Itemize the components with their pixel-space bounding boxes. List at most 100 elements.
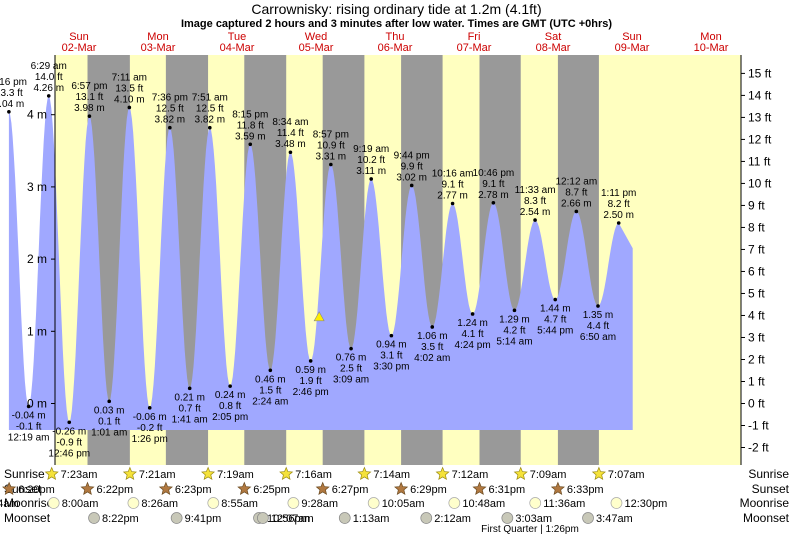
moonrise-time: 10:48am [462,498,505,510]
tide-time-label: 2:05 pm [212,412,248,423]
tide-m-label: 2.77 m [437,191,468,202]
tide-time-label: 10:46 pm [473,168,515,179]
day-name: Fri [468,31,481,43]
tide-ft-label: 0.1 ft [98,416,120,427]
day-name: Sun [622,31,642,43]
right-tick-label: 0 ft [748,397,765,411]
tide-ft-label: 14.0 ft [35,72,63,83]
sunset-label-left: Sunset [4,482,42,496]
tide-ft-label: 11.8 ft [237,120,264,131]
sunrise-time: 7:07am [608,469,645,481]
tide-ft-label: 10.2 ft [357,155,385,166]
day-name: Thu [386,31,405,43]
moonrise-time: 11:36am [543,498,585,510]
tide-m-label: 2.78 m [478,190,509,201]
moonrise-time: 9:28am [301,498,338,510]
right-tick-label: 15 ft [748,66,772,80]
tide-m-label: 3.31 m [316,152,347,163]
right-tick-label: 9 ft [748,198,765,212]
tide-time-label: 12:46 pm [48,448,90,459]
day-name: Mon [700,31,721,43]
moonrise-label-right: Moonrise [740,496,790,510]
day-date: 08-Mar [536,42,571,54]
tide-m-label: 2.50 m [603,210,634,221]
tide-m-label: 2.66 m [561,198,592,209]
tide-ft-label: 4.2 ft [503,325,525,336]
moonset-icon [257,512,269,524]
tide-point [67,420,72,425]
tide-m-label: 2.54 m [520,207,551,218]
sunrise-icon [279,466,294,481]
sunset-time: 6:20pm [18,484,55,496]
current-tide-marker [313,311,325,322]
moonset-time: 10:56pm [267,513,310,525]
moonrise-icon [529,497,542,509]
tide-time-label: 6:16 pm [0,77,27,88]
tide-ft-label: -0.2 ft [137,423,163,434]
tide-time-label: 5:14 am [496,336,532,347]
moonrise-icon [207,497,220,509]
tide-time-label: 9:44 pm [394,150,430,161]
tide-time-label: 1:26 pm [132,434,168,445]
day-name: Sat [545,31,562,43]
sunrise-icon [435,466,450,481]
moonrise-time: 8:55am [221,498,258,510]
moonset-icon [88,512,100,524]
tide-ft-label: 10.9 ft [317,141,345,152]
moonrise-icon [127,497,140,509]
sunrise-time: 7:16am [295,469,332,481]
tide-point [107,399,112,404]
tide-point [87,114,92,118]
tide-point [268,368,273,373]
sunset-icon [472,481,487,496]
moonset-icon [338,512,351,524]
tide-ft-label: 8.2 ft [608,199,630,210]
moonset-time: 8:22pm [102,513,139,525]
day-date: 10-Mar [694,42,729,54]
tide-m-label: 3.98 m [74,103,105,114]
sunrise-icon [122,466,137,481]
sunset-time: 6:25pm [253,484,290,496]
tide-point [168,125,172,130]
day-name: Tue [228,31,247,43]
tide-ft-label: 4.1 ft [461,329,483,340]
left-tick-label: 1 m [27,324,47,338]
tide-m-label: 3.02 m [396,172,427,183]
sunset-icon [550,481,565,496]
tide-time-label: 2:24 am [252,396,288,407]
sunset-icon [80,481,95,496]
sunrise-icon [44,466,59,481]
chart-title: Carrownisky: rising ordinary tide at 1.2… [251,1,541,17]
tide-time-label: 1:11 pm [601,188,636,199]
moonrise-icon [448,497,461,509]
sunset-icon [2,481,17,496]
sunset-time: 6:22pm [97,484,134,496]
tide-m-label: 1.06 m [417,331,448,342]
tide-ft-label: 9.9 ft [401,161,423,172]
day-name: Sun [69,31,89,43]
left-tick-label: 3 m [27,180,47,194]
day-name: Mon [147,31,168,43]
tide-m-label: -0.06 m [133,412,167,423]
tide-ft-label: 9.1 ft [441,180,463,191]
day-date: 06-Mar [378,42,413,54]
day-date: 03-Mar [141,42,176,54]
tide-time-label: 3:09 am [333,375,369,386]
tide-time-label: 1:41 am [172,414,208,425]
sunrise-row: 7:23am 7:21am 7:19am 7:16am 7:14am 7:12am 7:09… [44,466,645,481]
tide-m-label: 3.82 m [155,115,186,126]
tide-point [208,125,212,130]
right-tick-label: 3 ft [748,330,765,344]
tide-point [450,201,455,206]
tide-time-label: 7:11 am [112,72,147,83]
tide-m-label: -0.26 m [52,426,86,437]
sunrise-label-right: Sunrise [748,467,789,481]
tide-ft-label: 1.9 ft [300,376,322,387]
tide-ft-label: 13.3 ft [0,88,23,99]
tide-ft-label: 9.1 ft [482,179,504,190]
tide-time-label: 9:19 am [353,144,389,155]
